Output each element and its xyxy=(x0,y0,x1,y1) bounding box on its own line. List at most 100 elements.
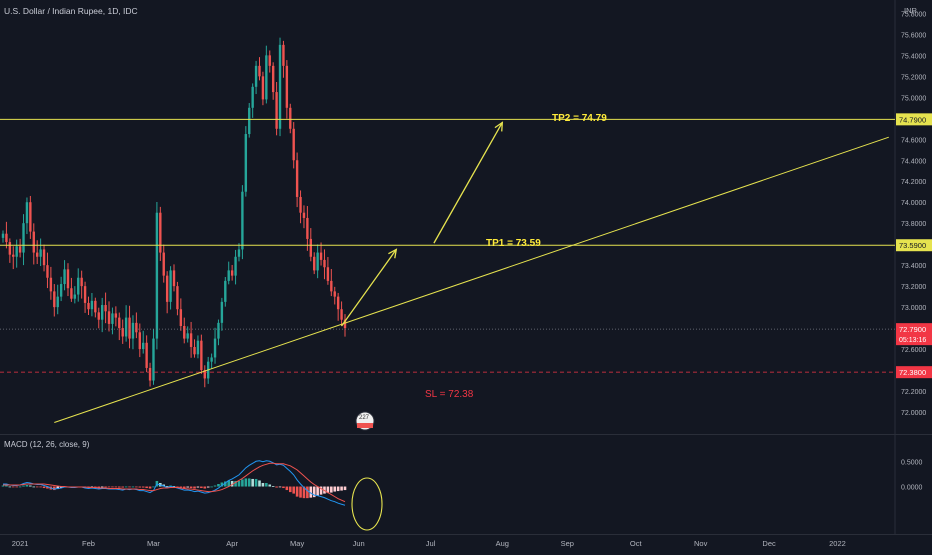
tp1-price-label-bg xyxy=(896,239,932,252)
currency-label: INR xyxy=(904,6,918,15)
candle-body xyxy=(200,340,203,371)
price-tick-label: 74.4000 xyxy=(901,158,926,165)
candle-body xyxy=(118,317,121,329)
candle-body xyxy=(145,342,148,368)
macd-histogram-bar xyxy=(11,486,15,488)
macd-histogram-bar xyxy=(309,486,313,498)
macd-histogram-bar xyxy=(306,486,309,499)
macd-histogram-bar xyxy=(124,486,128,488)
macd-histogram-bar xyxy=(97,486,101,488)
candle-body xyxy=(97,312,100,320)
events-badge-count: 227 xyxy=(359,415,370,421)
tp1-annotation: TP1 = 73.59 xyxy=(486,238,541,249)
price-tick-label: 74.0000 xyxy=(901,200,926,207)
current-price-label: 72.7900 xyxy=(899,325,926,334)
macd-histogram-bar xyxy=(336,486,340,492)
macd-histogram-bar xyxy=(1,485,5,487)
macd-histogram-bar xyxy=(39,486,42,488)
tp1-price-label: 73.5900 xyxy=(899,241,926,250)
candle-body xyxy=(319,252,323,260)
macd-histogram-bar xyxy=(148,486,152,489)
macd-histogram-bar xyxy=(56,486,60,490)
price-tick-label: 74.6000 xyxy=(901,137,926,144)
candle-body xyxy=(22,223,25,253)
candle-body xyxy=(241,191,244,250)
candle-body xyxy=(111,313,114,324)
macd-pane xyxy=(1,460,383,531)
macd-histogram-bar xyxy=(227,480,231,487)
macd-histogram-bar xyxy=(189,486,193,489)
time-tick-label: Jul xyxy=(426,539,436,548)
macd-highlight-ellipse xyxy=(351,477,383,531)
candle-body xyxy=(268,55,271,66)
macd-histogram-bar xyxy=(186,486,189,488)
macd-histogram-bar xyxy=(107,486,111,488)
macd-histogram-bar xyxy=(261,482,265,487)
time-tick-label: Dec xyxy=(762,539,776,548)
candle-body xyxy=(77,277,80,295)
candle-body xyxy=(87,302,90,310)
candle-body xyxy=(285,65,289,108)
candle-body xyxy=(237,249,241,257)
current-price-label-bg xyxy=(896,323,932,346)
candle-body xyxy=(29,202,32,232)
candle-body xyxy=(254,65,258,87)
candle-body xyxy=(135,322,138,333)
macd-histogram-bar xyxy=(90,486,94,488)
candle-body xyxy=(299,196,302,213)
time-tick-label: May xyxy=(290,539,304,548)
candle-body xyxy=(12,254,15,257)
candle-body xyxy=(224,280,227,302)
candle-body xyxy=(18,246,22,253)
candle-body xyxy=(46,265,49,278)
candle-body xyxy=(59,284,63,297)
candles xyxy=(1,37,347,388)
candle-body xyxy=(49,277,53,292)
candle-body xyxy=(323,259,326,268)
macd-line xyxy=(3,460,346,506)
macd-histogram-bar xyxy=(254,478,258,487)
candle-body xyxy=(39,249,42,257)
macd-histogram-bar xyxy=(316,486,319,496)
macd-histogram-bar xyxy=(46,486,49,489)
candle-body xyxy=(114,313,118,318)
macd-histogram-bar xyxy=(193,486,196,489)
grid xyxy=(0,0,932,535)
events-badge[interactable]: 227 xyxy=(355,411,375,431)
price-tick-label: 72.6000 xyxy=(901,347,926,354)
macd-tick-label: 0.0000 xyxy=(901,485,923,492)
macd-histogram-bar xyxy=(53,486,56,491)
macd-histogram-bar xyxy=(141,486,145,488)
candle-body xyxy=(8,242,12,255)
candle-body xyxy=(193,346,196,355)
target-arrow-head-1 xyxy=(388,248,398,259)
candle-body xyxy=(234,256,237,276)
macd-histogram-bar xyxy=(285,486,289,491)
macd-histogram-bar xyxy=(213,485,217,487)
macd-histogram-bar xyxy=(312,486,316,498)
candle-body xyxy=(169,270,172,302)
candle-body xyxy=(25,202,29,224)
macd-histogram-bar xyxy=(319,486,323,495)
price-tick-label: 73.8000 xyxy=(901,221,926,228)
candle-body xyxy=(15,246,18,257)
macd-histogram-bar xyxy=(8,486,12,488)
candle-body xyxy=(36,252,39,257)
candle-body xyxy=(131,322,135,339)
candle-body xyxy=(66,269,70,289)
candle-body xyxy=(83,286,87,303)
macd-histogram-bar xyxy=(333,486,337,492)
candle-body xyxy=(343,319,347,329)
price-tick-label: 75.0000 xyxy=(901,95,926,102)
macd-histogram-bar xyxy=(278,486,282,488)
time-tick-label: Aug xyxy=(496,539,509,548)
candle-body xyxy=(309,238,312,257)
macd-histogram-bar xyxy=(295,486,299,497)
macd-histogram-bar xyxy=(237,480,241,487)
candle-body xyxy=(220,301,224,323)
candle-body xyxy=(124,317,128,337)
candle-body xyxy=(186,333,189,339)
